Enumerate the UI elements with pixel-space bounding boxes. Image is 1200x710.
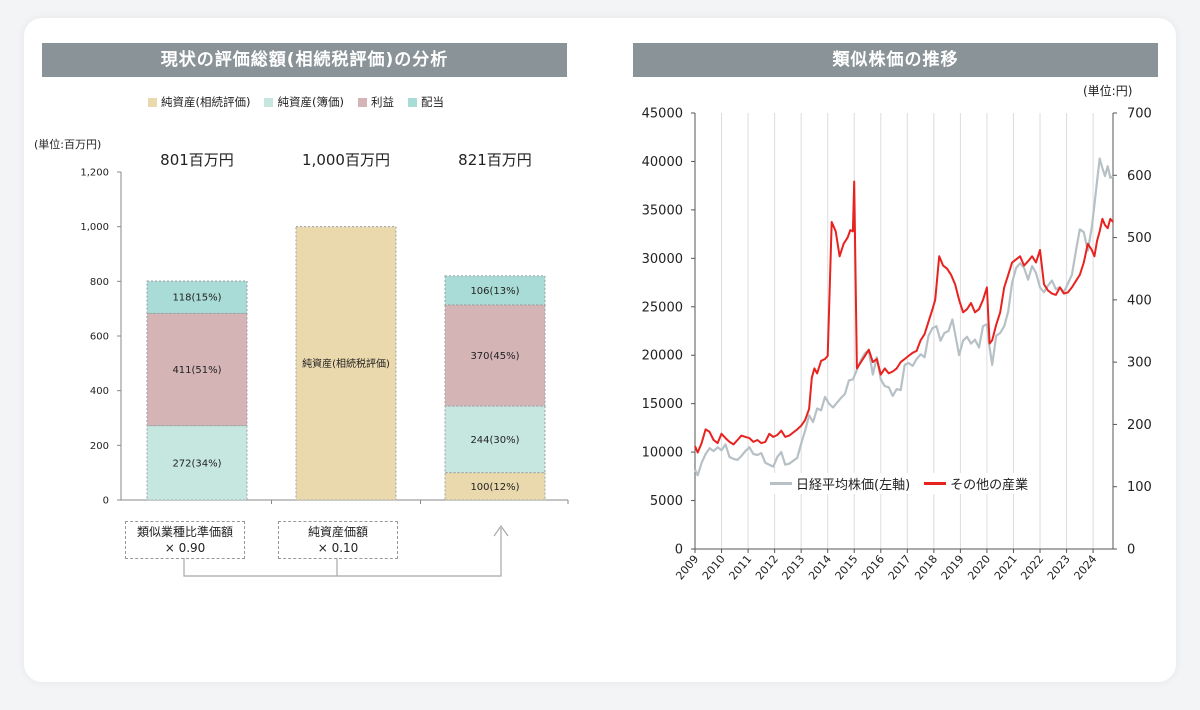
line-legend: 日経平均株価(左軸) その他の産業 (766, 473, 1033, 494)
bar-total-1: 801百万円 (160, 151, 234, 169)
legend-item-dividend: 配当 (407, 94, 444, 110)
right-y-tick-label: 600 (1127, 169, 1152, 184)
bar-legend: 純資産(相続評価) 純資産(簿価) 利益 配当 (148, 94, 458, 110)
bar-segment (146, 312, 248, 427)
legend-label: 利益 (370, 95, 394, 109)
right-y-tick-label: 700 (1127, 107, 1152, 122)
legend-label: 純資産(相続評価) (161, 95, 251, 109)
x-tick-label: 2011 (726, 553, 754, 583)
bar-segment (444, 275, 546, 306)
y-tick-label: 400 (90, 386, 109, 397)
right-section-title: 類似株価の推移 (633, 43, 1158, 77)
x-tick-label: 2017 (886, 553, 914, 583)
legend-label: 純資産(簿価) (277, 95, 344, 109)
legend-swatch (148, 97, 157, 107)
x-tick-label: 2016 (859, 553, 887, 583)
formula-box-net-assets-multiplier: × 0.10 (317, 541, 359, 555)
formula-connector (183, 524, 509, 577)
bar-segment (444, 405, 546, 474)
legend-swatch (357, 97, 367, 107)
x-tick-label: 2022 (1018, 553, 1046, 583)
bar-segment-label: 272(34%) (172, 458, 221, 469)
x-tick-label: 2015 (833, 553, 861, 583)
left-y-tick-label: 30000 (642, 252, 683, 267)
x-tick-label: 2010 (700, 553, 728, 583)
left-y-tick-label: 15000 (642, 397, 683, 412)
legend-label: 配当 (420, 95, 444, 109)
bar-segment-label: 244(30%) (470, 435, 519, 446)
bar-segment-label: 370(45%) (470, 351, 519, 362)
x-tick-label: 2014 (806, 553, 834, 583)
bar-segment-label: 純資産(相続税評価) (302, 357, 390, 370)
formula-box-comparable-label: 類似業種比準価額 (136, 525, 233, 539)
legend-label-other: その他の産業 (950, 478, 1029, 493)
formula-box-comparable-multiplier: × 0.90 (164, 541, 206, 555)
x-tick-label: 2019 (939, 553, 967, 583)
bar-segment (146, 280, 248, 314)
legend-swatch (264, 97, 274, 107)
y-tick-label: 200 (90, 441, 109, 452)
legend-item-net-assets-inheritance: 純資産(相続評価) (148, 94, 250, 110)
legend-item-net-assets-book: 純資産(簿価) (264, 94, 344, 110)
bar-segment-label: 106(13%) (470, 286, 519, 297)
bar-segment-label: 118(15%) (172, 293, 221, 304)
right-y-tick-label: 300 (1127, 356, 1152, 371)
x-tick-label: 2024 (1071, 553, 1099, 583)
left-y-tick-label: 40000 (642, 155, 683, 170)
left-y-tick-label: 5000 (650, 494, 683, 509)
right-y-tick-label: 200 (1127, 418, 1152, 433)
x-tick-label: 2013 (780, 553, 808, 583)
stacked-bar-chart: 0 200 400 600 800 1,000 1,200 272(34%) 411(51%) 1… (80, 168, 569, 507)
x-tick-label: 2018 (912, 553, 940, 583)
formula-box-comparable: 類似業種比準価額 × 0.90 (125, 521, 245, 559)
x-tick-label: 2020 (965, 553, 993, 583)
left-y-tick-label: 20000 (642, 349, 683, 364)
left-y-tick-label: 0 (675, 543, 683, 558)
right-y-tick-label: 100 (1127, 480, 1152, 495)
y-tick-label: 1,000 (80, 222, 109, 233)
legend-item-profit: 利益 (357, 94, 394, 110)
formula-box-net-assets: 純資産価額 × 0.10 (278, 521, 398, 559)
bar-segment (295, 226, 397, 501)
y-tick-label: 1,200 (80, 168, 109, 179)
legend-label-nikkei: 日経平均株価(左軸) (796, 478, 911, 493)
x-tick-label: 2023 (1045, 553, 1073, 583)
left-section-title: 現状の評価総額(相続税評価)の分析 (42, 43, 567, 77)
left-y-tick-label: 25000 (642, 300, 683, 315)
other-industries-line (694, 180, 1114, 454)
y-tick-label: 600 (90, 332, 109, 343)
left-y-tick-label: 10000 (642, 446, 683, 461)
x-tick-label: 2021 (992, 553, 1020, 583)
formula-box-net-assets-label: 純資産価額 (307, 525, 368, 539)
legend-line-nikkei (770, 482, 792, 485)
left-y-tick-label: 35000 (642, 203, 683, 218)
line-unit-label: (単位:円) (1083, 84, 1133, 98)
legend-line-other (924, 482, 947, 485)
right-y-tick-label: 400 (1127, 293, 1152, 308)
legend-swatch (407, 97, 417, 107)
right-y-tick-label: 500 (1127, 231, 1152, 246)
bar-segment-label: 100(12%) (470, 482, 519, 493)
nikkei-line (694, 157, 1114, 477)
bar-total-2: 1,000百万円 (302, 151, 390, 169)
y-tick-label: 0 (103, 496, 109, 507)
bar-unit-label: (単位:百万円) (34, 138, 102, 151)
left-y-tick-label: 45000 (642, 107, 683, 122)
bar-segment (146, 425, 248, 501)
x-tick-label: 2012 (753, 553, 781, 583)
y-tick-label: 800 (90, 277, 109, 288)
bar-segment-label: 411(51%) (172, 365, 221, 376)
bar-total-3: 821百万円 (458, 151, 532, 169)
right-y-tick-label: 0 (1127, 543, 1135, 558)
